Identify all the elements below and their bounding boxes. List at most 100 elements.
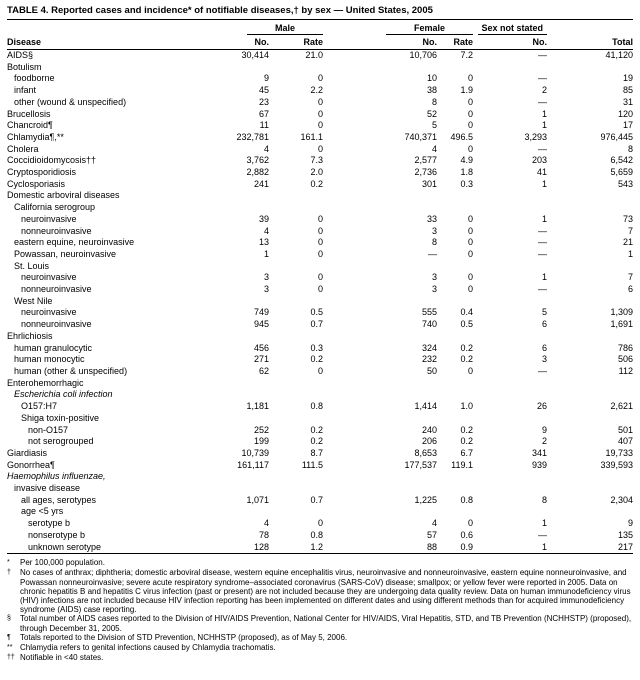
table-row: Domestic arboviral diseases bbox=[7, 190, 633, 202]
value-cell bbox=[323, 202, 437, 214]
table-row: Chlamydia¶,** 232,781 161.1 740,371 496.… bbox=[7, 132, 633, 144]
table-row: nonneuroinvasive 3 0 3 0 — 6 bbox=[7, 284, 633, 296]
value-cell: 0.7 bbox=[310, 319, 324, 330]
footnote: † No cases of anthrax; diphtheria; domest… bbox=[7, 568, 633, 614]
value-cell bbox=[269, 389, 323, 401]
footnotes: * Per 100,000 population. † No cases of ant… bbox=[0, 554, 640, 663]
value-cell: 3 bbox=[263, 284, 269, 295]
footnote-marker: ** bbox=[7, 644, 13, 652]
value-cell bbox=[547, 190, 633, 202]
value-cell: 52 bbox=[427, 108, 438, 119]
table-row: invasive disease bbox=[7, 483, 633, 495]
female-rate-column-header: Rate bbox=[437, 35, 474, 50]
value-cell bbox=[269, 483, 323, 495]
value-cell: 0 bbox=[468, 518, 474, 529]
value-cell bbox=[323, 62, 437, 74]
value-cell: 0 bbox=[318, 272, 324, 283]
value-cell bbox=[437, 378, 473, 390]
value-cell bbox=[437, 389, 473, 401]
value-cell bbox=[217, 331, 269, 343]
value-cell: 3,762 bbox=[246, 155, 269, 166]
value-cell: 8 bbox=[432, 96, 438, 107]
male-no-column-header: No. bbox=[217, 35, 269, 50]
value-cell bbox=[217, 506, 269, 518]
table-row: human (other & unspecified) 62 0 50 0 — … bbox=[7, 366, 633, 378]
value-cell bbox=[547, 506, 633, 518]
value-cell: 3,293 bbox=[524, 131, 548, 142]
footnote-text: Totals reported to the Division of STD P… bbox=[20, 633, 348, 643]
value-cell bbox=[473, 389, 547, 401]
value-cell bbox=[437, 483, 473, 495]
value-cell: 3 bbox=[432, 272, 438, 283]
disease-cell: human monocytic bbox=[14, 354, 85, 365]
value-cell: 8,653 bbox=[414, 447, 438, 458]
value-cell: 496.5 bbox=[450, 131, 474, 142]
footnote: * Per 100,000 population. bbox=[7, 558, 633, 568]
value-cell bbox=[437, 190, 473, 202]
value-cell bbox=[217, 413, 269, 425]
value-cell bbox=[217, 296, 269, 308]
value-cell: 6 bbox=[628, 284, 634, 295]
value-cell: 161.1 bbox=[300, 131, 324, 142]
value-cell: 324 bbox=[421, 342, 438, 353]
value-cell: 0.8 bbox=[310, 401, 324, 412]
value-cell: 19,733 bbox=[605, 447, 634, 458]
table-row: Coccidioidomycosis†† 3,762 7.3 2,577 4.9… bbox=[7, 155, 633, 167]
value-cell: 3 bbox=[432, 225, 438, 236]
value-cell bbox=[323, 261, 437, 273]
table-row: Cholera 4 0 4 0 — 8 bbox=[7, 144, 633, 156]
table-row: Escherichia coli infection bbox=[7, 389, 633, 401]
value-cell: 555 bbox=[421, 307, 438, 318]
table-row: neuroinvasive 39 0 33 0 1 73 bbox=[7, 214, 633, 226]
value-cell: 1 bbox=[542, 120, 548, 131]
table-row: Chancroid¶ 11 0 5 0 1 17 bbox=[7, 120, 633, 132]
value-cell: 0 bbox=[468, 284, 474, 295]
table-row: non-O157 252 0.2 240 0.2 9 501 bbox=[7, 425, 633, 437]
table-row: eastern equine, neuroinvasive 13 0 8 0 —… bbox=[7, 237, 633, 249]
value-cell: 1,181 bbox=[246, 401, 269, 412]
table-body: AIDS§ 30,414 21.0 10,706 7.2 — 41,120 Bo… bbox=[7, 50, 633, 554]
value-cell bbox=[473, 296, 547, 308]
value-cell: 0 bbox=[468, 108, 474, 119]
value-cell: 0 bbox=[318, 143, 324, 154]
value-cell bbox=[473, 190, 547, 202]
table-row: AIDS§ 30,414 21.0 10,706 7.2 — 41,120 bbox=[7, 50, 633, 62]
value-cell bbox=[217, 389, 269, 401]
value-cell bbox=[217, 483, 269, 495]
value-cell bbox=[547, 389, 633, 401]
total-column-header: Total bbox=[547, 35, 634, 50]
disease-cell: Domestic arboviral diseases bbox=[7, 190, 120, 201]
value-cell: 5 bbox=[432, 120, 438, 131]
disease-cell: Cholera bbox=[7, 143, 39, 154]
disease-cell: Cyclosporiasis bbox=[7, 178, 66, 189]
value-cell bbox=[217, 378, 269, 390]
value-cell: 8 bbox=[628, 143, 634, 154]
male-group-label: Male bbox=[247, 23, 324, 35]
value-cell bbox=[217, 261, 269, 273]
value-cell: 57 bbox=[427, 529, 438, 540]
value-cell: — bbox=[538, 248, 548, 259]
value-cell: 7 bbox=[628, 272, 634, 283]
value-cell: 456 bbox=[253, 342, 269, 353]
disease-cell: Brucellosis bbox=[7, 108, 51, 119]
value-cell: 740,371 bbox=[404, 131, 438, 142]
value-cell: 407 bbox=[617, 436, 634, 447]
value-cell: 0 bbox=[318, 120, 324, 131]
value-cell bbox=[473, 483, 547, 495]
disease-cell: neuroinvasive bbox=[21, 307, 77, 318]
value-cell: 112 bbox=[618, 365, 634, 376]
value-cell: 21 bbox=[623, 237, 634, 248]
value-cell bbox=[437, 471, 473, 483]
value-cell: — bbox=[538, 365, 548, 376]
value-cell: 119.1 bbox=[451, 459, 474, 470]
value-cell: 0.6 bbox=[460, 529, 474, 540]
value-cell: 0.3 bbox=[460, 178, 474, 189]
value-cell bbox=[547, 483, 633, 495]
disease-cell: neuroinvasive bbox=[21, 272, 77, 283]
value-cell: 0.2 bbox=[460, 342, 474, 353]
value-cell: 31 bbox=[623, 96, 634, 107]
value-cell: 3 bbox=[542, 354, 548, 365]
value-cell: 10,706 bbox=[409, 50, 438, 60]
value-cell: 0.7 bbox=[310, 494, 324, 505]
value-cell: 8.7 bbox=[310, 447, 324, 458]
